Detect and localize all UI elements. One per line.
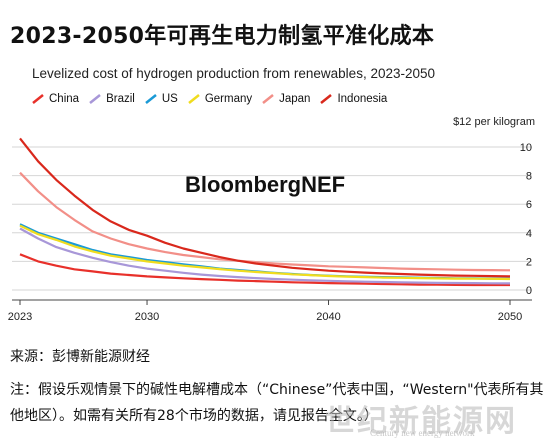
chart-legend: China Brazil US Germany Japan Indonesia: [32, 93, 387, 105]
legend-item: Japan: [262, 93, 310, 105]
y-tick-label: 0: [526, 285, 532, 297]
legend-item: Indonesia: [320, 93, 387, 105]
y-tick-label: 6: [526, 199, 532, 211]
series-line-germany: [19, 224, 511, 281]
legend-swatch: [262, 94, 274, 104]
site-watermark: 世纪新能源网: [325, 404, 517, 439]
x-tick-label: 2040: [316, 311, 340, 323]
legend-label: Brazil: [106, 93, 135, 105]
source-text: 来源：彭博新能源财经: [10, 349, 150, 365]
page-title: 2023-2050年可再生电力制氢平准化成本: [10, 24, 435, 49]
line-chart: 0 2 4 6 8 10 2023 2030 2040 2050: [8, 137, 532, 323]
legend-item: Brazil: [89, 93, 135, 105]
legend-swatch: [32, 94, 44, 104]
site-watermark-en: Century new energy network: [370, 428, 475, 438]
series-line-japan: [19, 171, 511, 272]
legend-label: Indonesia: [337, 93, 388, 105]
legend-item: China: [32, 93, 79, 105]
legend-item: Germany: [188, 93, 252, 105]
legend-label: US: [161, 93, 178, 105]
x-tick-label: 2030: [135, 311, 159, 323]
y-axis-unit-label: $12 per kilogram: [453, 116, 535, 128]
legend-label: China: [49, 93, 80, 105]
note-text: 注：假设乐观情景下的碱性电解槽成本（“Chinese”代表中国，“Western…: [10, 382, 544, 424]
legend-swatch: [89, 94, 101, 104]
legend-swatch: [188, 94, 200, 104]
x-tick-label: 2050: [498, 311, 522, 323]
y-tick-label: 2: [526, 256, 532, 268]
y-tick-label: 4: [526, 228, 532, 240]
y-tick-label: 10: [520, 142, 532, 154]
y-tick-label: 8: [526, 171, 532, 183]
legend-item: US: [145, 93, 178, 105]
brand-watermark: BloombergNEF: [185, 172, 346, 197]
legend-swatch: [145, 94, 157, 104]
x-tick-label: 2023: [8, 311, 32, 323]
series-line-china: [19, 253, 510, 287]
legend-label: Germany: [204, 93, 253, 105]
chart-title: Levelized cost of hydrogen production fr…: [32, 66, 436, 81]
series-line-brazil: [19, 227, 511, 285]
series-line-indonesia: [19, 137, 511, 278]
legend-label: Japan: [279, 93, 311, 105]
legend-swatch: [320, 94, 333, 104]
